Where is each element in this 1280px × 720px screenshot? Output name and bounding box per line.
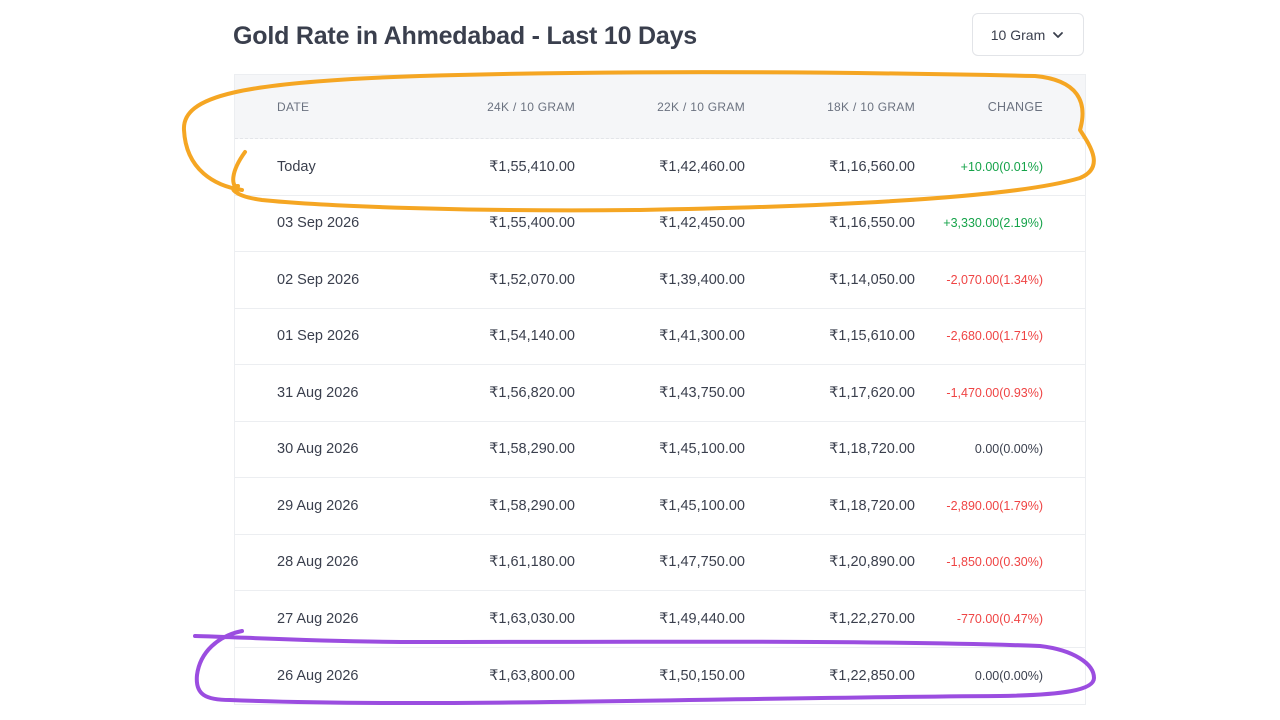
rate-22k-cell: ₹1,42,450.00: [659, 215, 745, 232]
table-body: Today ₹1,55,410.00 ₹1,42,460.00 ₹1,16,560.0…: [235, 139, 1085, 704]
rate-24k-cell: ₹1,63,030.00: [489, 610, 575, 627]
rate-18k-cell: ₹1,22,850.00: [829, 667, 915, 684]
rate-22k-cell: ₹1,49,440.00: [659, 610, 745, 627]
rate-24k-cell: ₹1,61,180.00: [489, 554, 575, 571]
table-header-row: DATE 24K / 10 GRAM 22K / 10 GRAM 18K / 1…: [235, 75, 1085, 139]
rate-18k-cell: ₹1,18,720.00: [829, 441, 915, 458]
change-cell: -1,850.00(0.30%): [946, 555, 1043, 570]
column-header-change: CHANGE: [987, 99, 1043, 114]
date-cell: 03 Sep 2026: [277, 215, 360, 232]
change-cell: 0.00(0.00%): [974, 442, 1043, 457]
table-row: 26 Aug 2026 ₹1,63,800.00 ₹1,50,150.00 ₹1,22…: [235, 648, 1085, 705]
gold-rate-table: DATE 24K / 10 GRAM 22K / 10 GRAM 18K / 1…: [234, 74, 1086, 705]
rate-22k-cell: ₹1,45,100.00: [659, 441, 745, 458]
date-cell: 27 Aug 2026: [277, 610, 359, 627]
table-row: 03 Sep 2026 ₹1,55,400.00 ₹1,42,450.00 ₹1,16…: [235, 196, 1085, 252]
column-header-22k: 22K / 10 GRAM: [657, 99, 745, 114]
change-cell: -770.00(0.47%): [956, 611, 1043, 626]
table-row: 28 Aug 2026 ₹1,61,180.00 ₹1,47,750.00 ₹1,20…: [235, 535, 1085, 591]
change-cell: -2,680.00(1.71%): [946, 329, 1043, 344]
rate-22k-cell: ₹1,42,460.00: [659, 158, 745, 175]
rate-24k-cell: ₹1,55,410.00: [489, 158, 575, 175]
table-row: 31 Aug 2026 ₹1,56,820.00 ₹1,43,750.00 ₹1,17…: [235, 365, 1085, 422]
table-row: 01 Sep 2026 ₹1,54,140.00 ₹1,41,300.00 ₹1,15…: [235, 309, 1085, 365]
table-row: 30 Aug 2026 ₹1,58,290.00 ₹1,45,100.00 ₹1,18…: [235, 422, 1085, 478]
change-cell: +3,330.00(2.19%): [943, 216, 1043, 231]
table-row: 02 Sep 2026 ₹1,52,070.00 ₹1,39,400.00 ₹1,14…: [235, 252, 1085, 309]
unit-select[interactable]: 10 Gram: [972, 13, 1084, 56]
rate-22k-cell: ₹1,47,750.00: [659, 554, 745, 571]
rate-18k-cell: ₹1,18,720.00: [829, 497, 915, 514]
date-cell: 31 Aug 2026: [277, 384, 359, 401]
rate-18k-cell: ₹1,16,560.00: [829, 158, 915, 175]
change-cell: +10.00(0.01%): [960, 159, 1043, 174]
rate-22k-cell: ₹1,43,750.00: [659, 384, 745, 401]
date-cell: 26 Aug 2026: [277, 667, 359, 684]
column-header-18k: 18K / 10 GRAM: [827, 99, 915, 114]
table-row: 29 Aug 2026 ₹1,58,290.00 ₹1,45,100.00 ₹1,18…: [235, 478, 1085, 535]
rate-22k-cell: ₹1,39,400.00: [659, 271, 745, 288]
rate-24k-cell: ₹1,54,140.00: [489, 328, 575, 345]
rate-18k-cell: ₹1,20,890.00: [829, 554, 915, 571]
rate-18k-cell: ₹1,15,610.00: [829, 328, 915, 345]
change-cell: 0.00(0.00%): [974, 668, 1043, 683]
date-cell: 01 Sep 2026: [277, 328, 360, 345]
date-cell: 02 Sep 2026: [277, 271, 360, 288]
change-cell: -2,890.00(1.79%): [946, 498, 1043, 513]
rate-22k-cell: ₹1,41,300.00: [659, 328, 745, 345]
change-cell: -1,470.00(0.93%): [946, 385, 1043, 400]
chevron-down-icon: [1053, 31, 1064, 38]
rate-24k-cell: ₹1,52,070.00: [489, 271, 575, 288]
date-cell: Today: [277, 158, 316, 175]
rate-24k-cell: ₹1,58,290.00: [489, 497, 575, 514]
rate-18k-cell: ₹1,22,270.00: [829, 610, 915, 627]
rate-18k-cell: ₹1,14,050.00: [829, 271, 915, 288]
rate-18k-cell: ₹1,16,550.00: [829, 215, 915, 232]
date-cell: 30 Aug 2026: [277, 441, 359, 458]
table-row: Today ₹1,55,410.00 ₹1,42,460.00 ₹1,16,560.0…: [235, 139, 1085, 196]
rate-24k-cell: ₹1,63,800.00: [489, 667, 575, 684]
rate-24k-cell: ₹1,58,290.00: [489, 441, 575, 458]
rate-24k-cell: ₹1,56,820.00: [489, 384, 575, 401]
rate-22k-cell: ₹1,45,100.00: [659, 497, 745, 514]
rate-22k-cell: ₹1,50,150.00: [659, 667, 745, 684]
date-cell: 28 Aug 2026: [277, 554, 359, 571]
page-title: Gold Rate in Ahmedabad - Last 10 Days: [233, 22, 698, 50]
unit-select-value: 10 Gram: [990, 26, 1046, 43]
column-header-date: DATE: [277, 99, 310, 114]
date-cell: 29 Aug 2026: [277, 497, 359, 514]
column-header-24k: 24K / 10 GRAM: [487, 99, 575, 114]
change-cell: -2,070.00(1.34%): [946, 272, 1043, 287]
table-row: 27 Aug 2026 ₹1,63,030.00 ₹1,49,440.00 ₹1,22…: [235, 591, 1085, 648]
rate-18k-cell: ₹1,17,620.00: [829, 384, 915, 401]
rate-24k-cell: ₹1,55,400.00: [489, 215, 575, 232]
